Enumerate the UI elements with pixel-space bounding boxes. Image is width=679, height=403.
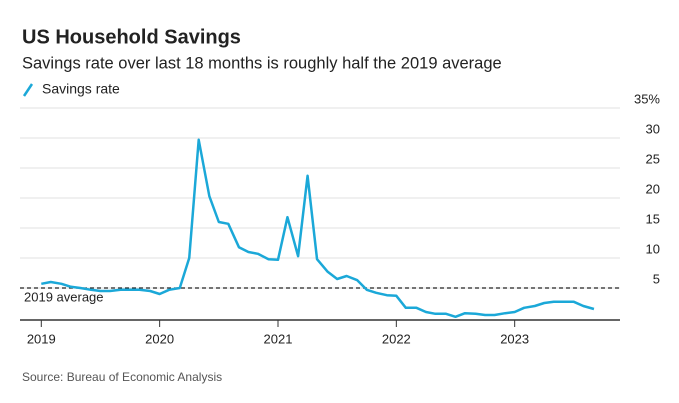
x-tick-label: 2020 <box>145 331 174 346</box>
y-tick-label: 10 <box>646 241 660 256</box>
x-tick-label: 2021 <box>264 331 293 346</box>
average-label: 2019 average <box>24 289 104 304</box>
y-tick-label: 5 <box>653 271 660 286</box>
y-tick-label: 20 <box>646 181 660 196</box>
y-tick-label: 25 <box>646 151 660 166</box>
y-tick-label: 15 <box>646 211 660 226</box>
chart-subtitle: Savings rate over last 18 months is roug… <box>22 54 502 72</box>
source: Source: Bureau of Economic Analysis <box>22 370 222 384</box>
y-tick-label: 30 <box>646 121 660 136</box>
x-tick-label: 2019 <box>27 331 56 346</box>
series-line <box>41 138 595 319</box>
legend-swatch <box>22 83 34 97</box>
y-tick-label: 35% <box>634 91 660 106</box>
legend-label: Savings rate <box>42 81 120 97</box>
x-tick-label: 2022 <box>382 331 411 346</box>
x-tick-label: 2023 <box>500 331 529 346</box>
chart-title: US Household Savings <box>22 26 241 48</box>
